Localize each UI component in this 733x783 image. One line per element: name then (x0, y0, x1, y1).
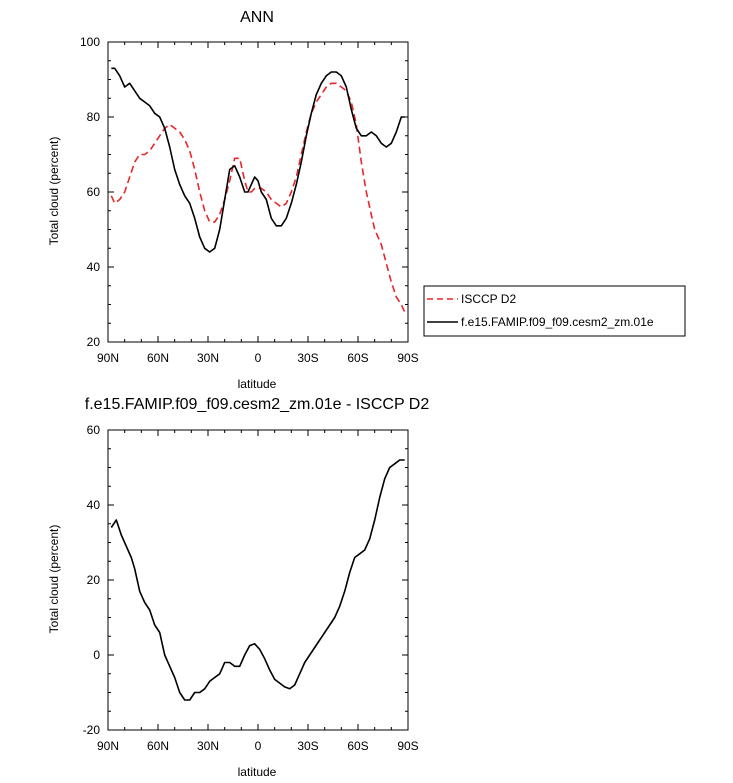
bottom-panel: f.e15.FAMIP.f09_f09.cesm2_zm.01e - ISCCP… (47, 396, 429, 779)
top-x-tick-label: 60N (147, 351, 169, 365)
top-chart-title: ANN (240, 9, 274, 26)
bottom-x-tick-label: 60N (147, 739, 169, 753)
top-x-tick-label: 30N (197, 351, 219, 365)
bottom-x-tick-label: 60S (347, 739, 368, 753)
bottom-y-tick-label: 60 (87, 423, 101, 437)
top-y-tick-label: 20 (87, 335, 101, 349)
bottom-chart-y-axis-label: Total cloud (percent) (47, 525, 61, 634)
top-x-tick-label: 30S (297, 351, 318, 365)
legend-box (423, 285, 686, 337)
top-chart-y-axis-label: Total cloud (percent) (47, 137, 61, 246)
legend-label-isccp: ISCCP D2 (461, 292, 516, 306)
top-y-tick-label: 40 (87, 260, 101, 274)
bottom-y-tick-label: 20 (87, 573, 101, 587)
top-x-tick-label: 90N (97, 351, 119, 365)
top-x-tick-label: 60S (347, 351, 368, 365)
bottom-x-tick-label: 90N (97, 739, 119, 753)
top-series-line-1 (110, 82, 406, 313)
top-y-tick-label: 80 (87, 110, 101, 124)
bottom-series-line-1 (110, 459, 405, 701)
top-plot-frame (107, 41, 409, 343)
top-y-tick-label: 100 (80, 35, 100, 49)
bottom-x-tick-label: 30S (297, 739, 318, 753)
bottom-x-tick-label: 90S (397, 739, 418, 753)
top-chart-x-axis-label: latitude (238, 377, 277, 391)
bottom-chart-x-axis-label: latitude (238, 765, 277, 779)
top-series-line-2 (111, 67, 405, 253)
top-chart-legend: ISCCP D2 f.e15.FAMIP.f09_f09.cesm2_zm.01… (423, 285, 686, 337)
bottom-x-tick-label: 0 (255, 739, 262, 753)
top-y-tick-label: 60 (87, 185, 101, 199)
bottom-plot-frame (107, 429, 409, 731)
top-x-tick-label: 0 (255, 351, 262, 365)
top-x-tick-label: 90S (397, 351, 418, 365)
bottom-y-tick-label: 40 (87, 498, 101, 512)
top-panel: ANN Total cloud (percent) latitude 90N 60… (47, 9, 686, 391)
legend-label-cesm2: f.e15.FAMIP.f09_f09.cesm2_zm.01e (461, 315, 654, 329)
bottom-chart-title: f.e15.FAMIP.f09_f09.cesm2_zm.01e - ISCCP… (85, 396, 430, 413)
bottom-y-tick-label: -20 (83, 723, 101, 737)
bottom-x-tick-label: 30N (197, 739, 219, 753)
bottom-y-tick-label: 0 (93, 648, 100, 662)
